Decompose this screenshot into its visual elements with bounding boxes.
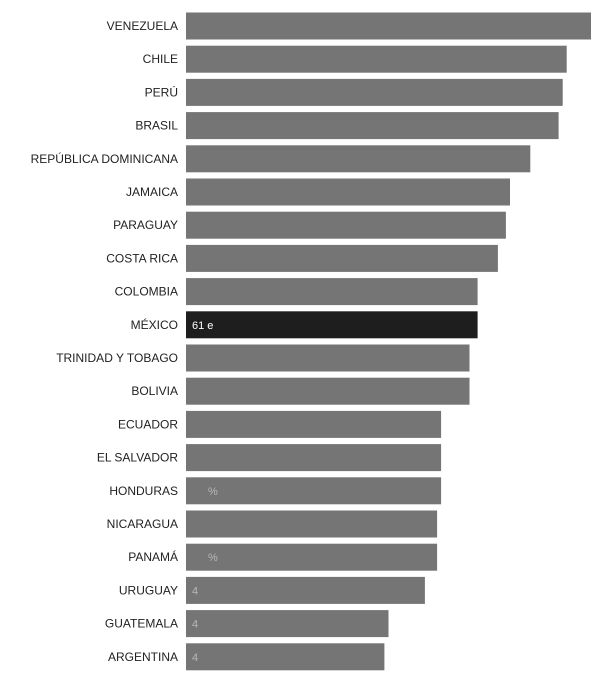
category-label-14: HONDURAS [109, 484, 178, 498]
data-label-19: 4 [192, 652, 198, 664]
bar-17 [186, 576, 425, 604]
category-label-16: PANAMÁ [128, 549, 178, 564]
data-label-17: 4 [192, 585, 198, 597]
category-label-17: URUGUAY [119, 583, 178, 597]
data-label-14: % [208, 486, 218, 498]
bar-1 [186, 45, 567, 73]
category-label-18: GUATEMALA [105, 617, 178, 631]
bar-11 [186, 377, 470, 405]
category-label-13: EL SALVADOR [97, 451, 178, 465]
category-label-6: PARAGUAY [113, 218, 178, 232]
category-label-4: REPÚBLICA DOMINICANA [31, 151, 178, 166]
category-label-8: COLOMBIA [115, 285, 178, 299]
bar-15 [186, 510, 438, 538]
bar-14 [186, 477, 442, 505]
bar-3 [186, 112, 559, 140]
data-label-9: 61 e [192, 320, 213, 332]
bar-9 [186, 311, 478, 339]
bar-12 [186, 410, 442, 438]
category-label-0: VENEZUELA [107, 19, 178, 33]
bar-13 [186, 444, 442, 472]
data-label-16: % [208, 552, 218, 564]
bar-16 [186, 543, 438, 571]
category-label-9: MÉXICO [131, 317, 178, 332]
category-labels-layer: VENEZUELA CHILE PERÚ BRASIL REPÚBLICA DOMINI… [31, 19, 179, 664]
category-label-5: JAMAICA [126, 185, 178, 199]
bars-layer [186, 12, 591, 671]
category-label-3: BRASIL [135, 119, 178, 133]
category-label-15: NICARAGUA [107, 517, 178, 531]
bar-2 [186, 78, 563, 106]
category-label-1: CHILE [143, 52, 178, 66]
category-label-7: COSTA RICA [106, 251, 178, 265]
bar-6 [186, 211, 506, 239]
data-label-18: 4 [192, 619, 198, 631]
bar-19 [186, 643, 385, 671]
bar-0 [186, 12, 591, 40]
bar-5 [186, 178, 510, 206]
data-labels-layer: 61 e%% 4 4 4 [192, 320, 218, 664]
category-label-19: ARGENTINA [108, 650, 178, 664]
category-label-11: BOLIVIA [131, 384, 178, 398]
bar-8 [186, 278, 478, 306]
bar-7 [186, 244, 498, 272]
category-label-10: TRINIDAD Y TOBAGO [56, 351, 178, 365]
bar-18 [186, 610, 389, 638]
bar-10 [186, 344, 470, 372]
category-label-2: PERÚ [145, 84, 178, 99]
category-label-12: ECUADOR [118, 417, 178, 431]
bar-4 [186, 145, 531, 173]
